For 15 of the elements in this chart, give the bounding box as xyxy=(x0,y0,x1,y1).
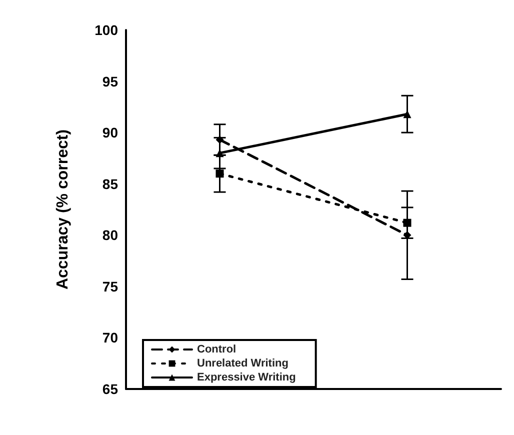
y-tick-label: 95 xyxy=(102,73,118,90)
y-tick-label: 80 xyxy=(102,227,118,244)
legend-label: Expressive Writing xyxy=(197,372,296,384)
y-tick-label: 70 xyxy=(102,330,118,346)
y-tick-label: 100 xyxy=(94,22,118,38)
point xyxy=(216,170,224,178)
legend-label: Unrelated Writing xyxy=(197,358,288,370)
y-tick-label: 90 xyxy=(102,124,118,141)
point xyxy=(216,136,224,144)
y-tick-label: 85 xyxy=(102,176,118,192)
y-axis-title: Accuracy (% correct) xyxy=(54,129,72,290)
y-tick-label: 65 xyxy=(102,381,118,397)
legend-label: Control xyxy=(197,344,236,356)
point xyxy=(403,218,412,227)
y-tick-label: 75 xyxy=(102,278,118,294)
